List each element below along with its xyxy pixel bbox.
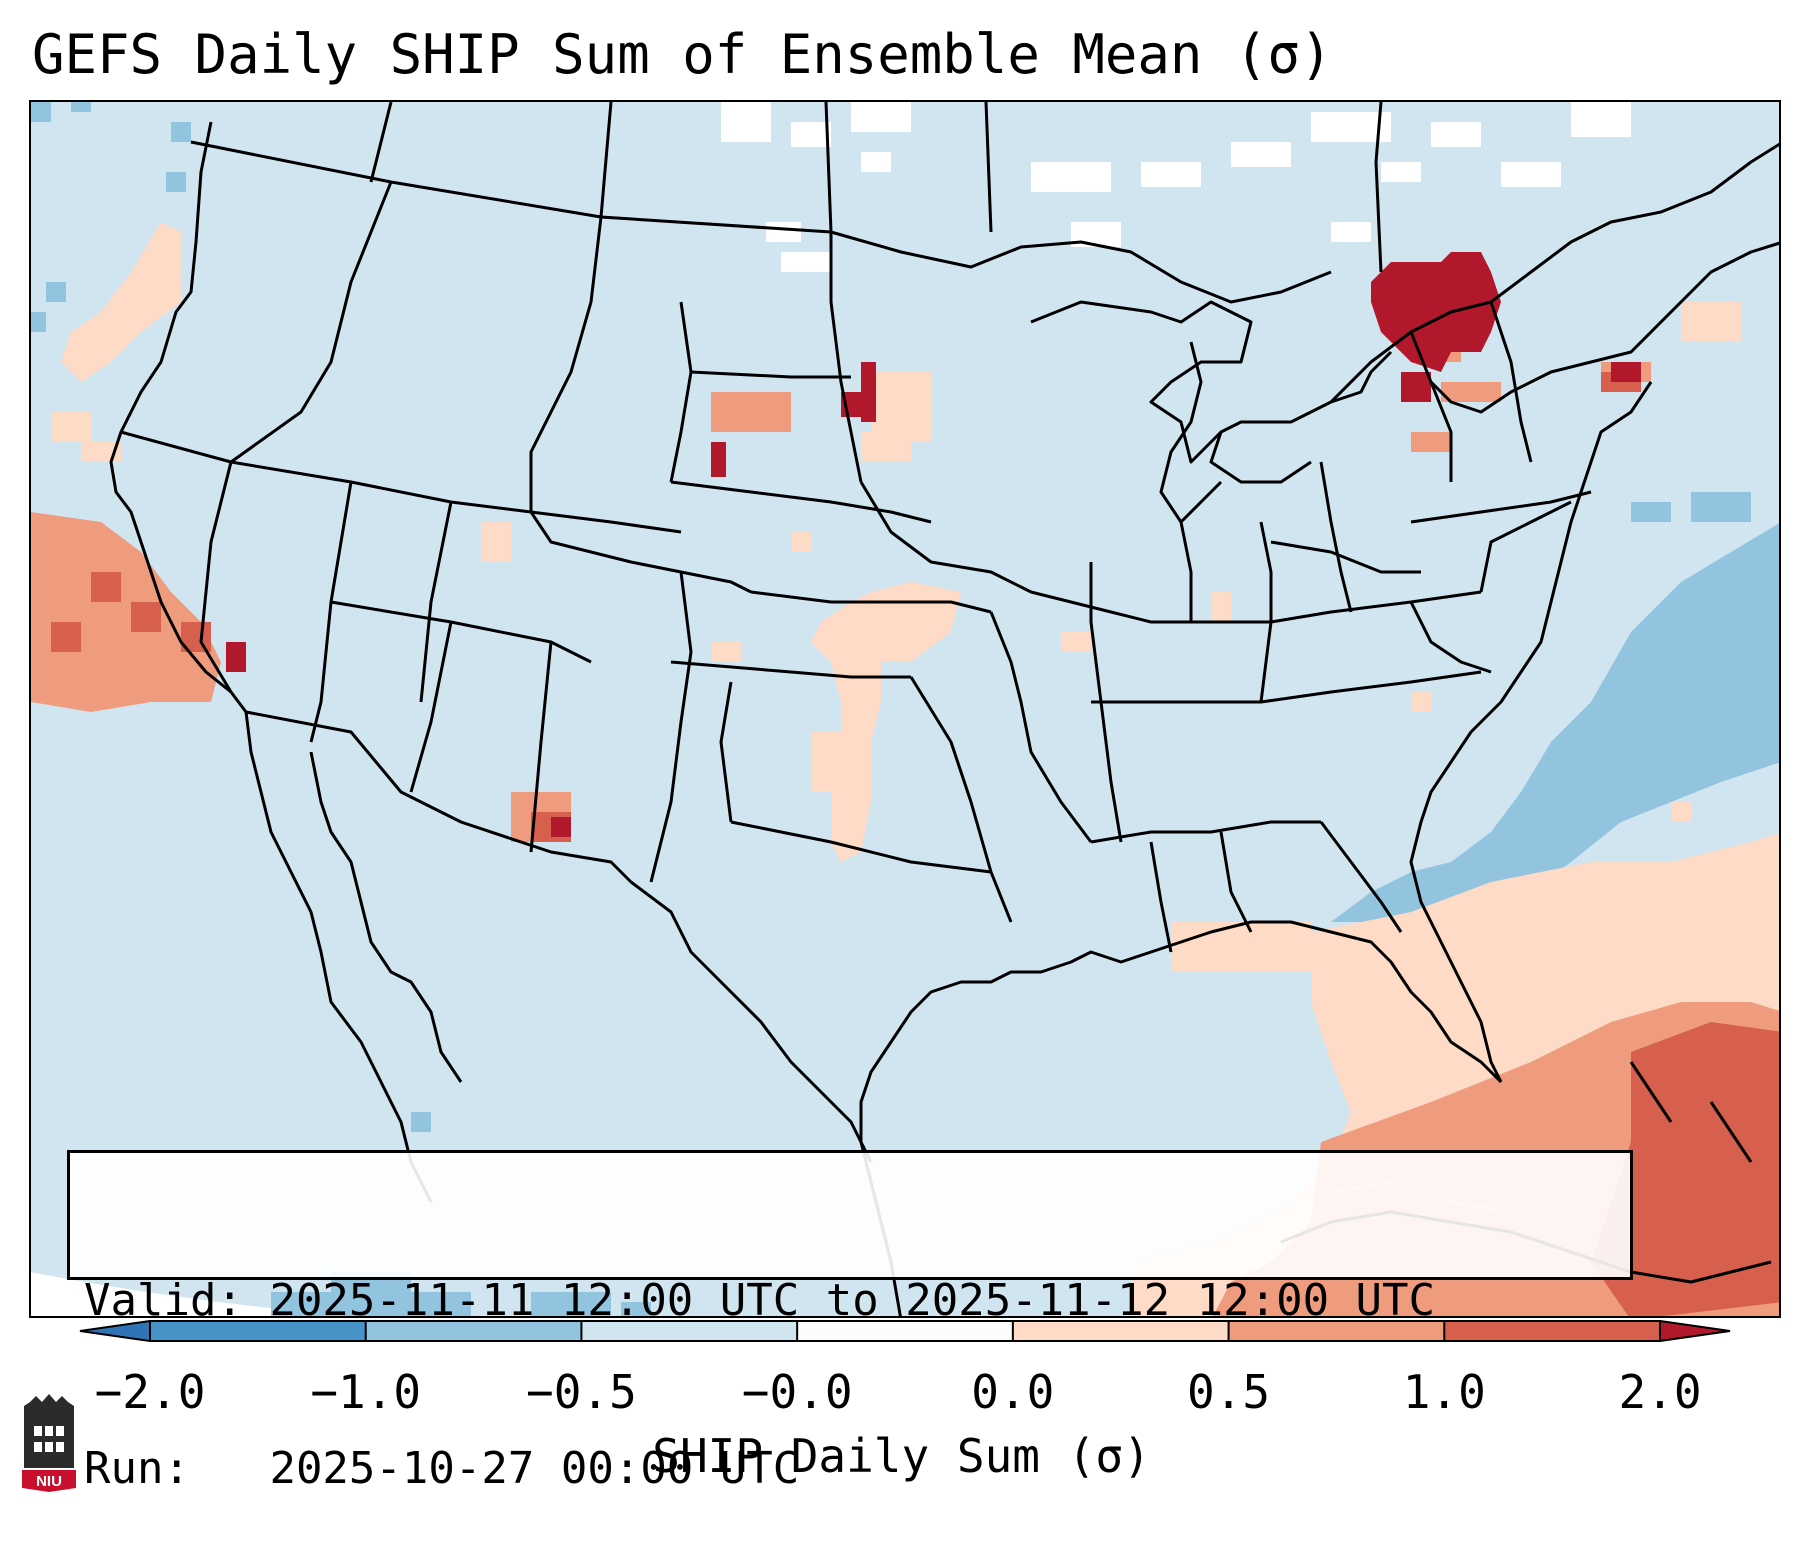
colorbar-label: SHIP Daily Sum (σ) — [652, 1429, 1151, 1483]
colorbar-segment — [1444, 1321, 1660, 1341]
projection-edge-left — [31, 1272, 347, 1316]
colorbar-extend-max — [1659, 1320, 1731, 1342]
map-canvas — [31, 102, 1779, 1316]
near-zero-patches — [721, 102, 1631, 272]
colorbar-segment — [797, 1321, 1013, 1341]
map-title: GEFS Daily SHIP Sum of Ensemble Mean (σ) — [32, 23, 1333, 86]
valid-run-info-box: Valid: 2025-11-11 12:00 UTC to 2025-11-1… — [67, 1150, 1633, 1494]
logo-windows — [34, 1426, 64, 1452]
colorbar-tick-label: 0.0 — [971, 1365, 1055, 1419]
negative-anomaly-atlantic — [1331, 492, 1779, 922]
colorbar-extend-min — [79, 1320, 151, 1342]
colorbar-tick-label: 0.5 — [1187, 1365, 1271, 1419]
colorbar-segment — [581, 1321, 798, 1341]
run-label: Run: — [84, 1443, 190, 1494]
colorbar-tick-label: −0.0 — [741, 1365, 853, 1419]
colorbar-segment — [1228, 1321, 1445, 1341]
run-row: Run: 2025-10-27 00:00 UTC — [84, 1441, 1630, 1497]
valid-row: Valid: 2025-11-11 12:00 UTC to 2025-11-1… — [84, 1273, 1630, 1329]
niu-logo: NIU — [22, 1394, 76, 1492]
boundary-lines — [109, 102, 1779, 1316]
extreme-positive-anomaly — [226, 252, 1641, 837]
colorbar-tick-label: −2.0 — [94, 1365, 206, 1419]
colorbar-tick-label: −0.5 — [526, 1365, 637, 1419]
valid-value: 2025-11-11 12:00 UTC to 2025-11-12 12:00… — [269, 1275, 1436, 1326]
colorbar-tick-label: 1.0 — [1402, 1365, 1486, 1419]
colorbar-tick-label: −1.0 — [310, 1365, 422, 1419]
run-value: 2025-10-27 00:00 UTC — [269, 1443, 800, 1494]
colorbar-tick-label: 2.0 — [1618, 1365, 1702, 1419]
logo-banner — [22, 1470, 76, 1492]
valid-label: Valid: — [84, 1275, 243, 1326]
map-panel — [29, 100, 1781, 1318]
colorbar-segment — [150, 1321, 366, 1341]
colorbar-segment — [1012, 1321, 1229, 1341]
colorbar — [79, 1320, 1731, 1342]
colorbar-segment — [365, 1321, 582, 1341]
logo-text: NIU — [36, 1473, 62, 1490]
